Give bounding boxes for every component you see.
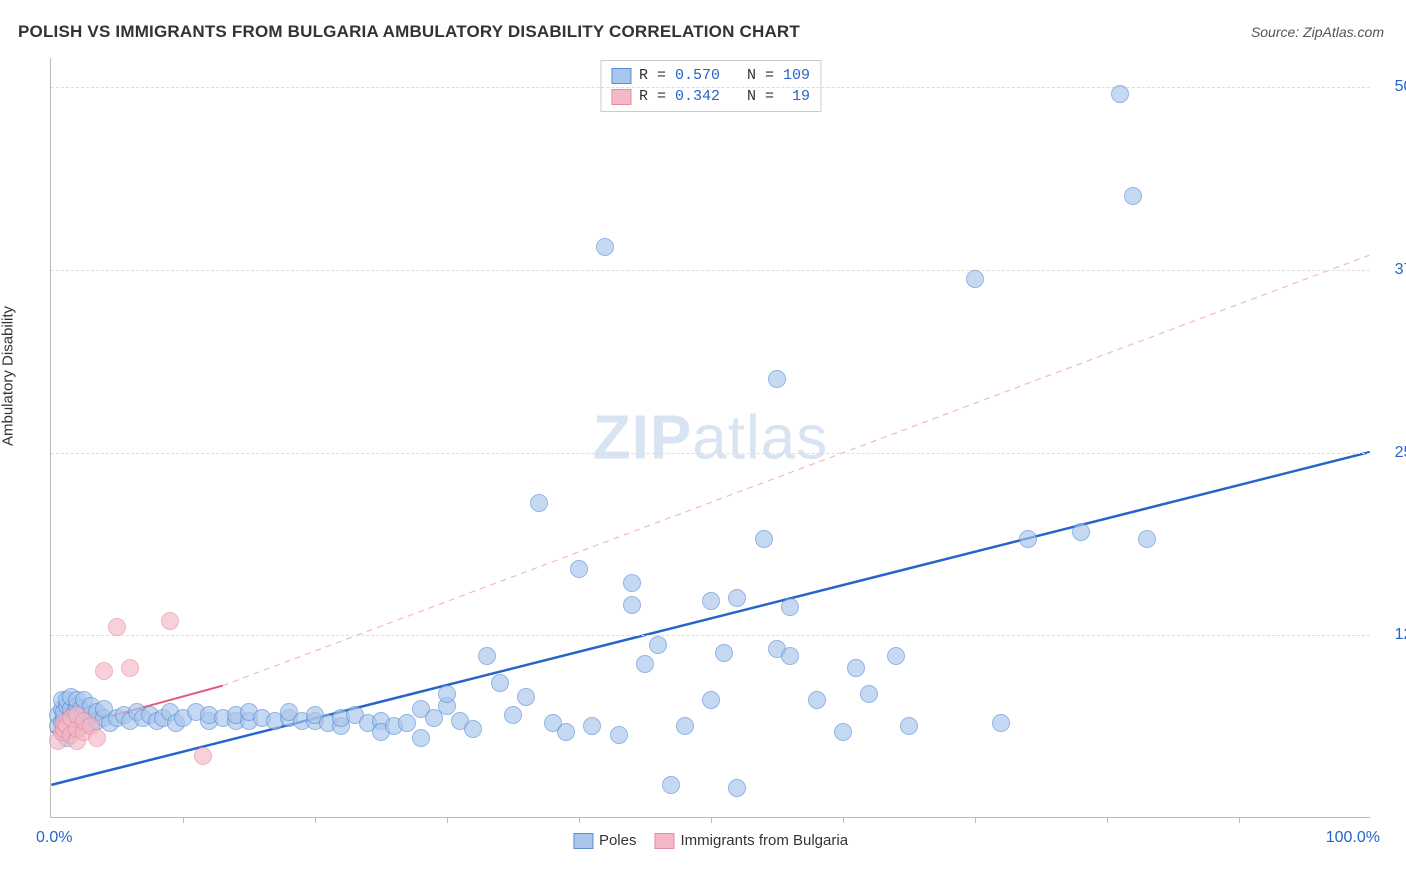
x-minor-tick — [975, 817, 976, 823]
data-point — [623, 574, 641, 592]
data-point — [860, 685, 878, 703]
data-point — [557, 723, 575, 741]
stats-legend-row: R = 0.570 N = 109 — [611, 65, 810, 86]
data-point — [1124, 187, 1142, 205]
data-point — [1019, 530, 1037, 548]
x-minor-tick — [843, 817, 844, 823]
data-point — [464, 720, 482, 738]
scatter-plot-area: ZIPatlas R = 0.570 N = 109R = 0.342 N = … — [50, 58, 1370, 818]
gridline — [51, 635, 1370, 636]
data-point — [194, 747, 212, 765]
data-point — [108, 618, 126, 636]
data-point — [121, 659, 139, 677]
x-minor-tick — [447, 817, 448, 823]
data-point — [676, 717, 694, 735]
legend-item: Immigrants from Bulgaria — [654, 832, 848, 849]
y-tick-label: 37.5% — [1380, 261, 1406, 279]
data-point — [781, 647, 799, 665]
data-point — [715, 644, 733, 662]
data-point — [583, 717, 601, 735]
data-point — [728, 589, 746, 607]
data-point — [504, 706, 522, 724]
watermark-light: atlas — [692, 403, 828, 472]
x-minor-tick — [315, 817, 316, 823]
data-point — [161, 612, 179, 630]
data-point — [887, 647, 905, 665]
y-axis-label: Ambulatory Disability — [0, 306, 17, 446]
watermark-bold: ZIP — [593, 403, 692, 472]
source-attribution: Source: ZipAtlas.com — [1251, 24, 1384, 40]
x-tick-max: 100.0% — [1326, 829, 1380, 847]
x-minor-tick — [183, 817, 184, 823]
legend-label: Immigrants from Bulgaria — [680, 832, 848, 849]
data-point — [596, 238, 614, 256]
data-point — [702, 592, 720, 610]
data-point — [1138, 530, 1156, 548]
data-point — [95, 662, 113, 680]
data-point — [636, 655, 654, 673]
data-point — [662, 776, 680, 794]
y-tick-label: 12.5% — [1380, 626, 1406, 644]
legend-swatch — [654, 833, 674, 849]
data-point — [808, 691, 826, 709]
watermark: ZIPatlas — [593, 402, 828, 473]
chart-title: POLISH VS IMMIGRANTS FROM BULGARIA AMBUL… — [18, 22, 800, 42]
stats-legend-row: R = 0.342 N = 19 — [611, 86, 810, 107]
legend-label: Poles — [599, 832, 637, 849]
data-point — [834, 723, 852, 741]
legend-item: Poles — [573, 832, 637, 849]
data-point — [1072, 523, 1090, 541]
legend-swatch — [611, 89, 631, 105]
data-point — [847, 659, 865, 677]
data-point — [398, 714, 416, 732]
x-minor-tick — [1239, 817, 1240, 823]
data-point — [517, 688, 535, 706]
x-minor-tick — [711, 817, 712, 823]
legend-swatch — [573, 833, 593, 849]
data-point — [1111, 85, 1129, 103]
data-point — [755, 530, 773, 548]
legend-swatch — [611, 68, 631, 84]
stats-text: R = 0.342 N = 19 — [639, 86, 810, 107]
data-point — [412, 729, 430, 747]
data-point — [570, 560, 588, 578]
data-point — [491, 674, 509, 692]
x-minor-tick — [579, 817, 580, 823]
data-point — [530, 494, 548, 512]
gridline — [51, 270, 1370, 271]
data-point — [768, 370, 786, 388]
series-legend: Poles Immigrants from Bulgaria — [573, 832, 848, 849]
data-point — [992, 714, 1010, 732]
gridline — [51, 453, 1370, 454]
x-tick-min: 0.0% — [36, 829, 72, 847]
y-tick-label: 50.0% — [1380, 78, 1406, 96]
x-minor-tick — [1107, 817, 1108, 823]
data-point — [966, 270, 984, 288]
data-point — [610, 726, 628, 744]
data-point — [702, 691, 720, 709]
gridline — [51, 87, 1370, 88]
data-point — [438, 685, 456, 703]
data-point — [649, 636, 667, 654]
data-point — [900, 717, 918, 735]
stats-text: R = 0.570 N = 109 — [639, 65, 810, 86]
y-tick-label: 25.0% — [1380, 444, 1406, 462]
data-point — [478, 647, 496, 665]
data-point — [781, 598, 799, 616]
data-point — [728, 779, 746, 797]
stats-legend: R = 0.570 N = 109R = 0.342 N = 19 — [600, 60, 821, 112]
data-point — [88, 729, 106, 747]
data-point — [623, 596, 641, 614]
